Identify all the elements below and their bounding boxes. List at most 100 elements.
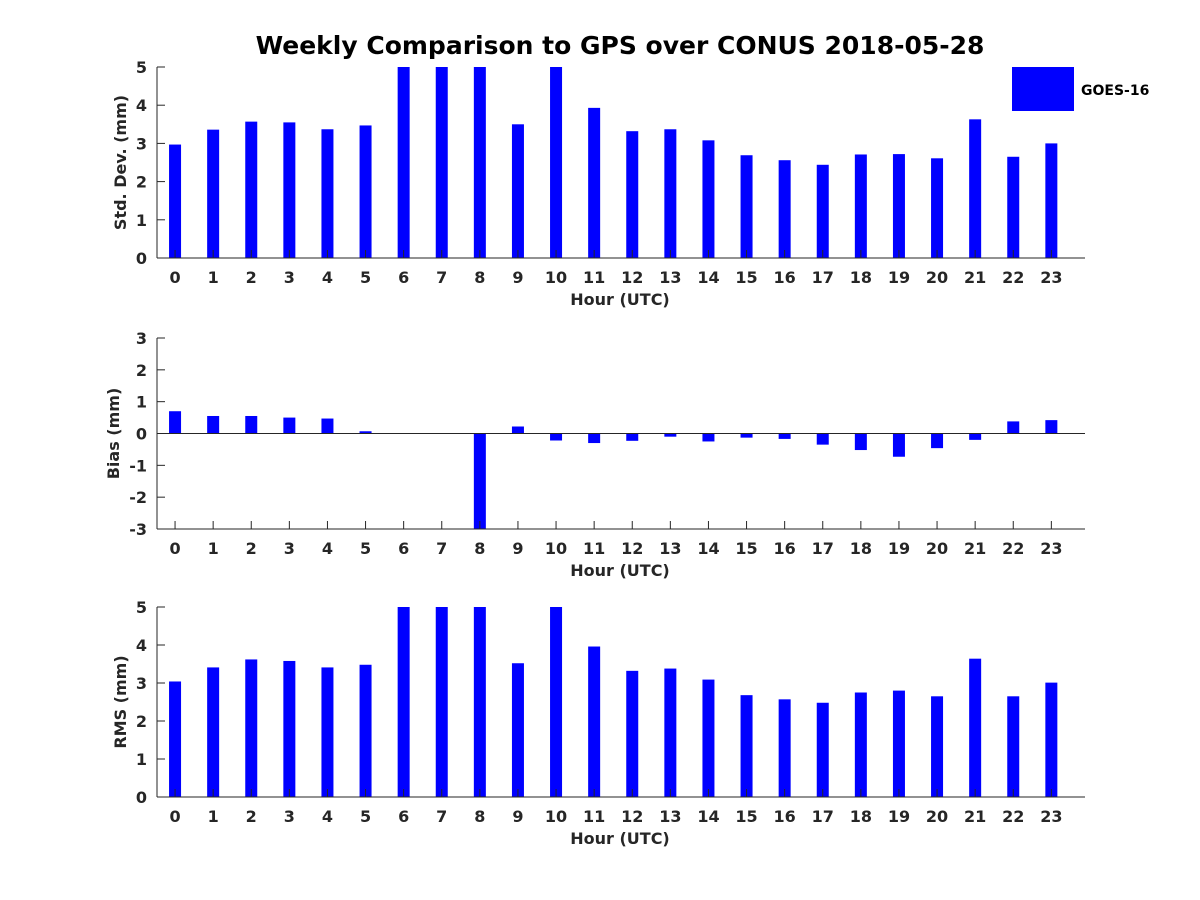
x-tick-label-bias: 17	[812, 539, 834, 558]
bar-std-dev-1	[207, 129, 220, 258]
y-tick-label-rms: 3	[136, 674, 147, 693]
x-tick-label-std-dev: 11	[583, 268, 605, 287]
bar-rms-5	[359, 664, 372, 797]
x-tick-label-rms: 5	[360, 807, 371, 826]
bar-rms-3	[283, 660, 296, 797]
x-tick-label-rms: 15	[735, 807, 757, 826]
bar-rms-8	[473, 607, 486, 797]
x-tick-label-bias: 13	[659, 539, 681, 558]
bar-std-dev-2	[245, 121, 258, 258]
bar-bias-2	[245, 415, 258, 434]
legend-label: GOES-16	[1081, 83, 1149, 99]
x-tick-label-std-dev: 19	[888, 268, 910, 287]
bar-rms-19	[892, 690, 905, 797]
x-tick-label-rms: 9	[512, 807, 523, 826]
y-tick-label-rms: 2	[136, 712, 147, 731]
bar-rms-9	[511, 663, 524, 797]
bar-std-dev-0	[169, 144, 182, 258]
bar-rms-6	[397, 607, 410, 797]
x-tick-label-rms: 16	[774, 807, 796, 826]
bar-bias-8	[473, 433, 486, 529]
bar-bias-20	[931, 433, 944, 449]
bar-std-dev-16	[778, 160, 791, 258]
x-tick-label-std-dev: 10	[545, 268, 567, 287]
x-axis-label-rms: Hour (UTC)	[570, 829, 670, 848]
x-tick-label-std-dev: 1	[208, 268, 219, 287]
x-tick-label-bias: 22	[1002, 539, 1024, 558]
legend-swatch	[1012, 67, 1074, 111]
x-tick-label-bias: 15	[735, 539, 757, 558]
y-tick-label-bias: -2	[129, 488, 147, 507]
bar-rms-16	[778, 699, 791, 797]
bar-std-dev-8	[473, 67, 486, 258]
x-tick-label-bias: 3	[284, 539, 295, 558]
bar-bias-0	[169, 411, 182, 434]
x-tick-label-bias: 12	[621, 539, 643, 558]
x-tick-label-rms: 1	[208, 807, 219, 826]
y-tick-label-rms: 0	[136, 788, 147, 807]
bar-rms-21	[969, 658, 982, 797]
bar-std-dev-13	[664, 129, 677, 258]
bar-bias-5	[359, 431, 372, 434]
x-tick-label-rms: 19	[888, 807, 910, 826]
x-tick-label-std-dev: 8	[474, 268, 485, 287]
x-tick-label-rms: 3	[284, 807, 295, 826]
bar-rms-11	[588, 646, 601, 797]
bar-std-dev-12	[626, 131, 639, 258]
bar-std-dev-22	[1007, 156, 1020, 258]
x-tick-label-rms: 6	[398, 807, 409, 826]
x-tick-label-std-dev: 14	[697, 268, 719, 287]
x-tick-label-rms: 11	[583, 807, 605, 826]
x-tick-label-std-dev: 23	[1040, 268, 1062, 287]
y-axis-label-rms: RMS (mm)	[111, 655, 130, 748]
x-tick-label-bias: 10	[545, 539, 567, 558]
x-tick-label-rms: 21	[964, 807, 986, 826]
bar-std-dev-10	[550, 67, 563, 258]
bar-rms-17	[816, 702, 829, 797]
bar-bias-12	[626, 433, 639, 441]
x-tick-label-rms: 2	[246, 807, 257, 826]
x-tick-label-bias: 0	[169, 539, 180, 558]
x-tick-label-std-dev: 15	[735, 268, 757, 287]
x-tick-label-rms: 10	[545, 807, 567, 826]
bar-std-dev-15	[740, 155, 753, 258]
x-tick-label-std-dev: 3	[284, 268, 295, 287]
bar-bias-18	[854, 433, 867, 451]
bar-rms-4	[321, 667, 334, 797]
x-tick-label-std-dev: 16	[774, 268, 796, 287]
y-tick-label-std-dev: 3	[136, 134, 147, 153]
x-tick-label-std-dev: 4	[322, 268, 333, 287]
x-tick-label-std-dev: 13	[659, 268, 681, 287]
chart-title: Weekly Comparison to GPS over CONUS 2018…	[256, 31, 985, 60]
x-tick-label-rms: 8	[474, 807, 485, 826]
bar-bias-14	[702, 433, 715, 442]
bar-std-dev-6	[397, 67, 410, 258]
x-tick-label-bias: 14	[697, 539, 719, 558]
y-tick-label-std-dev: 0	[136, 249, 147, 268]
bar-bias-13	[664, 433, 677, 437]
x-tick-label-std-dev: 2	[246, 268, 257, 287]
y-tick-label-bias: 3	[136, 329, 147, 348]
bar-rms-13	[664, 668, 677, 797]
bar-rms-18	[854, 692, 867, 797]
x-tick-label-bias: 7	[436, 539, 447, 558]
x-tick-label-std-dev: 17	[812, 268, 834, 287]
bar-std-dev-20	[931, 158, 944, 258]
bar-bias-15	[740, 433, 753, 438]
bar-std-dev-17	[816, 164, 829, 258]
bar-rms-12	[626, 670, 639, 797]
y-tick-label-bias: 2	[136, 361, 147, 380]
x-tick-label-std-dev: 9	[512, 268, 523, 287]
bar-rms-15	[740, 695, 753, 797]
x-tick-label-bias: 4	[322, 539, 333, 558]
bar-std-dev-14	[702, 140, 715, 258]
y-tick-label-rms: 1	[136, 750, 147, 769]
x-tick-label-rms: 23	[1040, 807, 1062, 826]
bar-bias-11	[588, 433, 601, 444]
y-tick-label-std-dev: 5	[136, 58, 147, 77]
bar-bias-17	[816, 433, 829, 445]
y-tick-label-bias: 0	[136, 425, 147, 444]
bar-std-dev-23	[1045, 143, 1058, 258]
